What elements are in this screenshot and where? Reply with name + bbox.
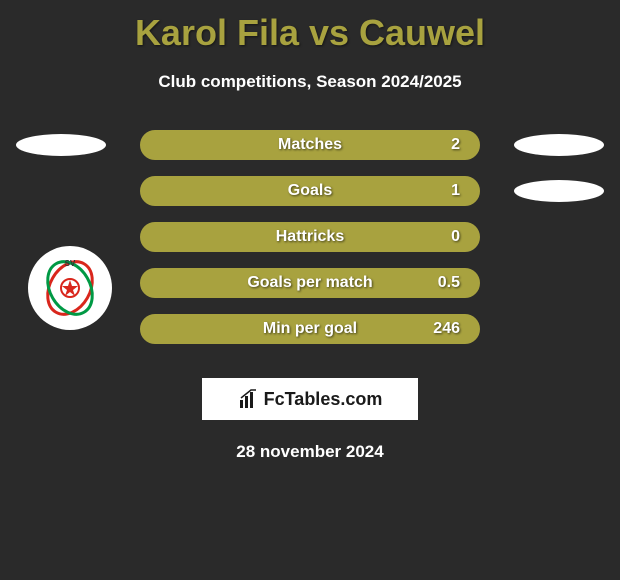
- right-ellipse-icon: [514, 134, 604, 156]
- stat-label: Min per goal: [220, 320, 400, 338]
- date-text: 28 november 2024: [0, 442, 620, 462]
- stat-value: 246: [400, 320, 460, 338]
- stat-bar-goals: Goals 1: [140, 176, 480, 206]
- stat-label: Hattricks: [220, 228, 400, 246]
- stat-value: 2: [400, 136, 460, 154]
- stat-bar-mpg: Min per goal 246: [140, 314, 480, 344]
- stats-area: Matches 2 SV Goals 1 Hattricks 0: [0, 122, 620, 352]
- stat-bar-matches: Matches 2: [140, 130, 480, 160]
- stat-row: Min per goal 246: [0, 306, 620, 352]
- stat-value: 0.5: [400, 274, 460, 292]
- right-ellipse-icon: [514, 180, 604, 202]
- stat-value: 0: [400, 228, 460, 246]
- page-title: Karol Fila vs Cauwel: [0, 0, 620, 54]
- brand-text: FcTables.com: [264, 387, 383, 412]
- stat-label: Matches: [220, 136, 400, 154]
- stat-label: Goals per match: [220, 274, 400, 292]
- bars-icon: [238, 388, 260, 410]
- stat-row: Hattricks 0: [0, 214, 620, 260]
- stat-row: Goals per match 0.5: [0, 260, 620, 306]
- stat-bar-hattricks: Hattricks 0: [140, 222, 480, 252]
- stat-row: Matches 2: [0, 122, 620, 168]
- stat-label: Goals: [220, 182, 400, 200]
- left-ellipse-icon: [16, 134, 106, 156]
- stat-row: SV Goals 1: [0, 168, 620, 214]
- stat-bar-gpm: Goals per match 0.5: [140, 268, 480, 298]
- stat-value: 1: [400, 182, 460, 200]
- brand-box[interactable]: FcTables.com: [202, 378, 418, 420]
- brand-box-inner: FcTables.com: [204, 380, 416, 418]
- subtitle: Club competitions, Season 2024/2025: [0, 72, 620, 92]
